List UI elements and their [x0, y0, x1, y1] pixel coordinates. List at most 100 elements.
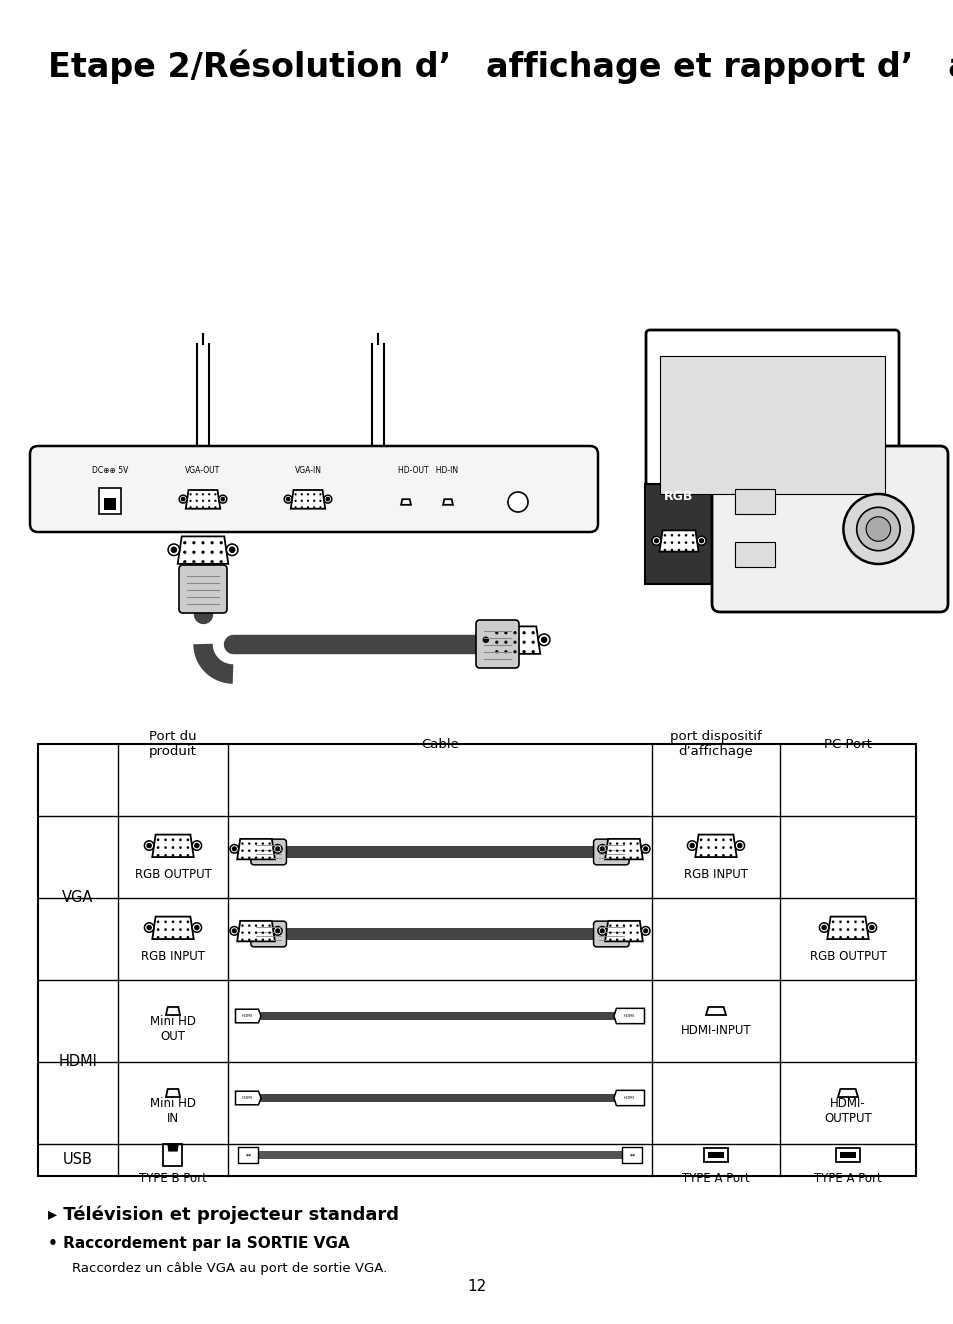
- Polygon shape: [837, 1090, 857, 1098]
- Circle shape: [268, 939, 271, 941]
- Text: PC Port: PC Port: [823, 737, 871, 751]
- Polygon shape: [614, 1009, 644, 1023]
- FancyBboxPatch shape: [645, 330, 898, 508]
- Circle shape: [275, 929, 279, 933]
- Text: HDMI-INPUT: HDMI-INPUT: [680, 1025, 751, 1038]
- Circle shape: [230, 927, 238, 935]
- Polygon shape: [442, 499, 453, 504]
- Bar: [659, 356, 884, 494]
- Circle shape: [622, 924, 624, 927]
- Bar: [271, 928, 609, 940]
- Circle shape: [721, 838, 724, 841]
- Text: HDMI: HDMI: [58, 1054, 97, 1070]
- Circle shape: [670, 542, 673, 544]
- Circle shape: [629, 924, 631, 927]
- Text: Cable: Cable: [420, 737, 458, 751]
- Circle shape: [706, 854, 709, 857]
- Circle shape: [831, 920, 834, 923]
- Text: VGA: VGA: [62, 891, 93, 906]
- Circle shape: [254, 924, 257, 927]
- Circle shape: [261, 842, 264, 845]
- Circle shape: [164, 920, 167, 923]
- Circle shape: [268, 842, 271, 845]
- Circle shape: [479, 634, 491, 646]
- Circle shape: [856, 507, 900, 551]
- Polygon shape: [614, 1091, 644, 1106]
- Circle shape: [172, 846, 174, 849]
- Circle shape: [307, 494, 309, 495]
- Circle shape: [651, 536, 660, 545]
- Circle shape: [616, 850, 618, 851]
- Circle shape: [714, 846, 717, 849]
- Circle shape: [275, 847, 279, 851]
- Circle shape: [629, 842, 631, 845]
- Circle shape: [699, 846, 701, 849]
- Circle shape: [616, 857, 618, 859]
- Circle shape: [821, 925, 825, 929]
- Circle shape: [861, 928, 863, 931]
- Circle shape: [201, 560, 205, 564]
- Circle shape: [183, 560, 186, 564]
- Circle shape: [193, 560, 195, 564]
- Circle shape: [629, 932, 631, 933]
- Circle shape: [187, 838, 189, 841]
- Circle shape: [201, 542, 205, 544]
- Circle shape: [144, 841, 153, 850]
- Circle shape: [286, 498, 290, 500]
- Circle shape: [616, 939, 618, 941]
- Circle shape: [482, 637, 488, 642]
- Circle shape: [609, 932, 611, 933]
- Circle shape: [663, 548, 665, 551]
- Polygon shape: [659, 531, 698, 552]
- Circle shape: [326, 498, 330, 500]
- Circle shape: [268, 932, 271, 933]
- Circle shape: [241, 924, 243, 927]
- Circle shape: [706, 846, 709, 849]
- Text: Etape 2/Résolution d’   affichage et rapport d’   aspect: Etape 2/Résolution d’ affichage et rappo…: [48, 49, 953, 83]
- Circle shape: [839, 936, 841, 939]
- Circle shape: [181, 498, 185, 500]
- Circle shape: [640, 845, 649, 853]
- Circle shape: [663, 534, 665, 536]
- Circle shape: [677, 534, 679, 536]
- Circle shape: [164, 854, 167, 857]
- Text: HDMI: HDMI: [241, 1096, 253, 1100]
- Polygon shape: [166, 1008, 180, 1016]
- Circle shape: [214, 499, 216, 502]
- Circle shape: [691, 548, 694, 551]
- Circle shape: [284, 495, 292, 503]
- Circle shape: [513, 632, 517, 634]
- Text: Port du
produit: Port du produit: [149, 730, 196, 759]
- Circle shape: [261, 932, 264, 933]
- Polygon shape: [604, 922, 642, 941]
- Text: HDMI: HDMI: [623, 1096, 634, 1100]
- Circle shape: [654, 539, 658, 543]
- Circle shape: [156, 936, 159, 939]
- Circle shape: [697, 536, 705, 545]
- Circle shape: [531, 650, 535, 654]
- Circle shape: [195, 494, 197, 495]
- Circle shape: [861, 936, 863, 939]
- Circle shape: [294, 506, 296, 508]
- Circle shape: [233, 847, 236, 851]
- Text: RGB OUTPUT: RGB OUTPUT: [809, 951, 885, 964]
- Circle shape: [622, 932, 624, 933]
- Circle shape: [230, 547, 234, 552]
- Circle shape: [202, 506, 204, 508]
- Circle shape: [839, 928, 841, 931]
- Circle shape: [504, 650, 507, 654]
- Circle shape: [218, 495, 227, 503]
- Text: RGB INPUT: RGB INPUT: [683, 869, 747, 882]
- Polygon shape: [177, 536, 228, 564]
- Circle shape: [819, 923, 828, 932]
- Text: HD-OUT   HD-IN: HD-OUT HD-IN: [397, 466, 457, 475]
- Circle shape: [164, 928, 167, 931]
- Polygon shape: [237, 922, 274, 941]
- Circle shape: [214, 494, 216, 495]
- Circle shape: [640, 927, 649, 935]
- Circle shape: [609, 939, 611, 941]
- Bar: [99, 489, 121, 514]
- Circle shape: [636, 842, 639, 845]
- Polygon shape: [235, 1009, 261, 1023]
- Circle shape: [179, 936, 182, 939]
